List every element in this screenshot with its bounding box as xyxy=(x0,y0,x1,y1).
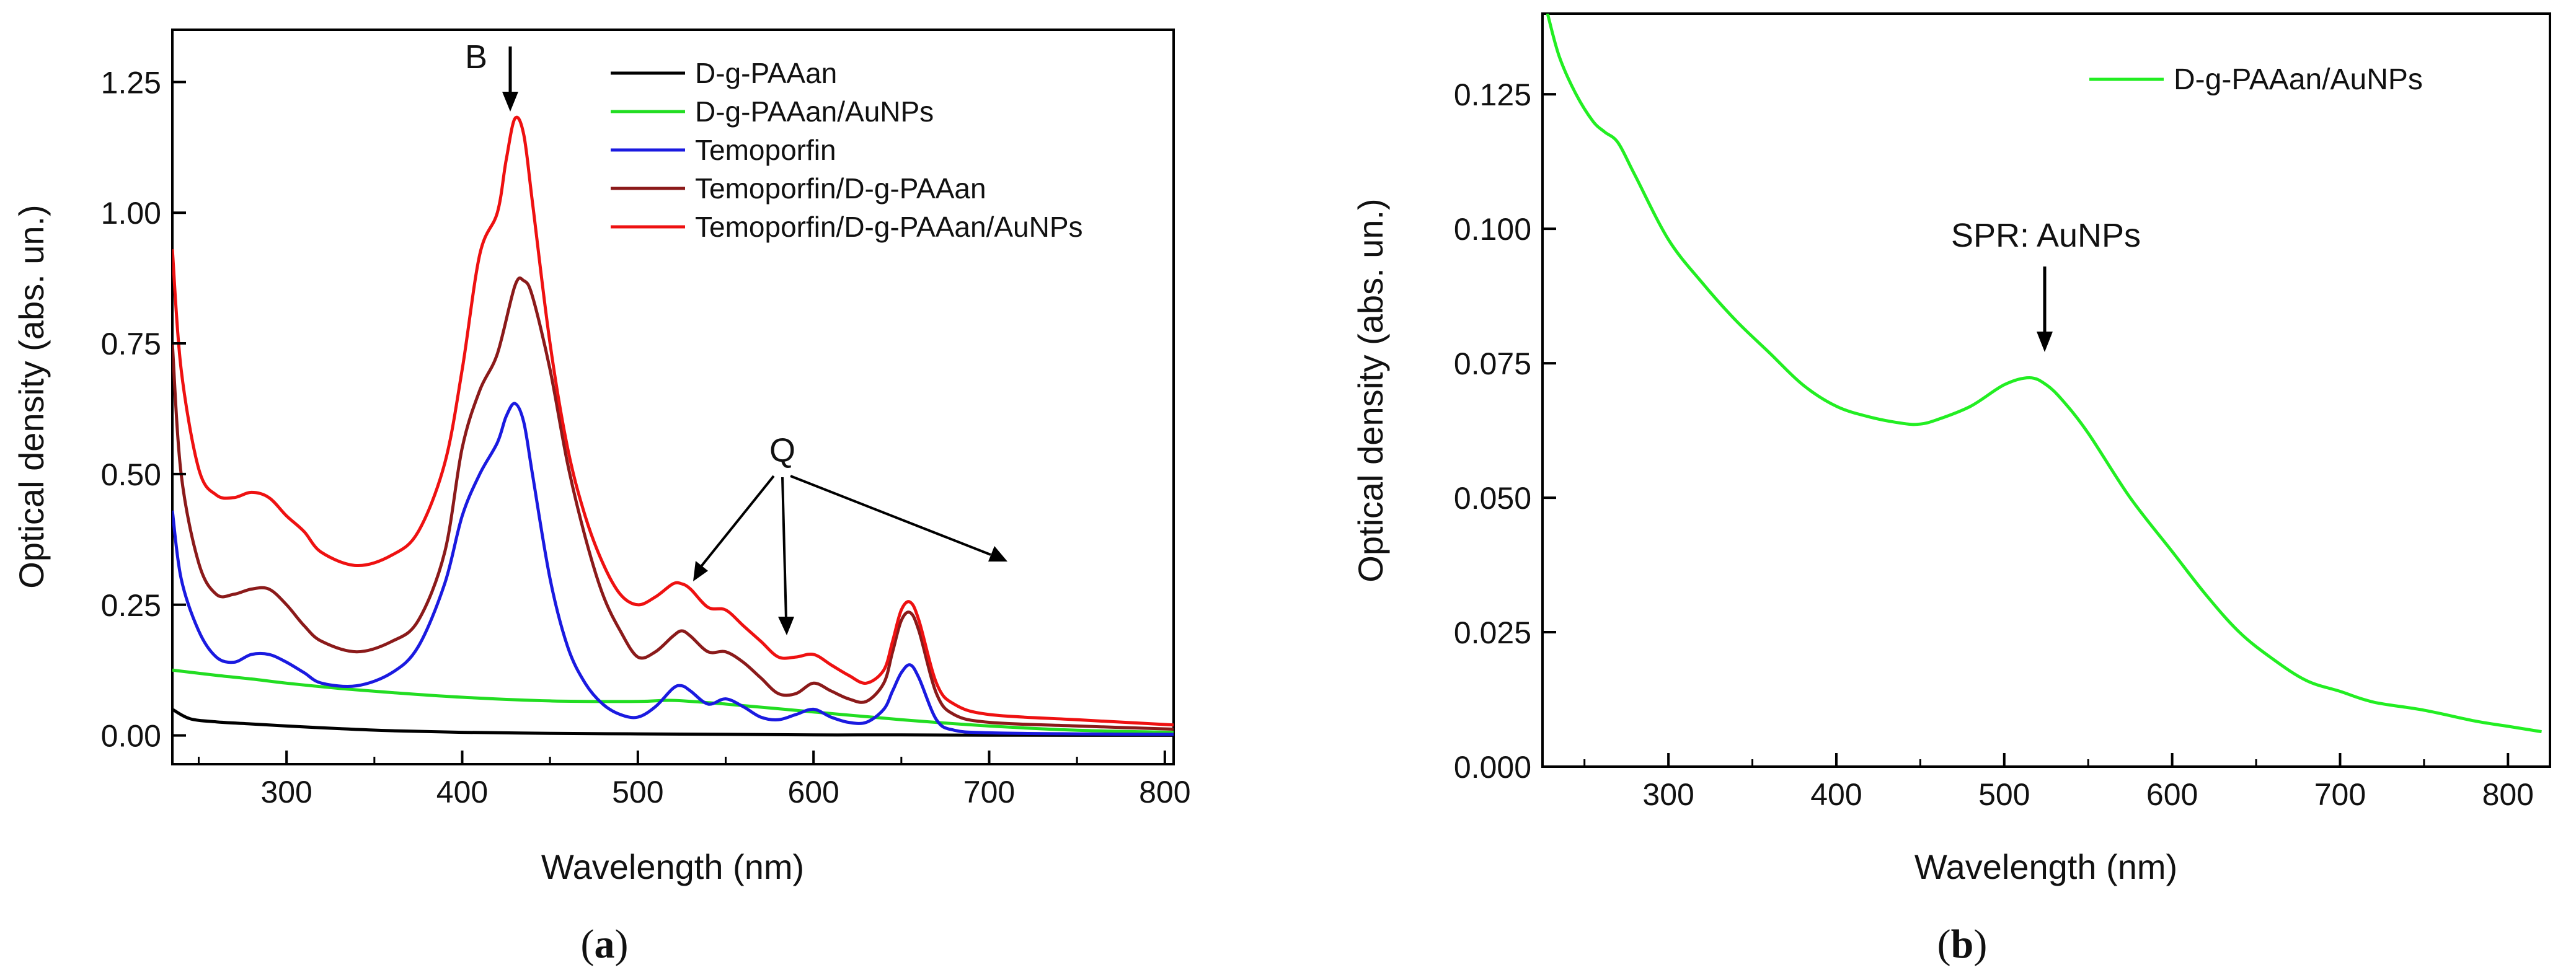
x-axis-label: Wavelength (nm) xyxy=(1914,847,2177,886)
annotation-b-label: B xyxy=(465,38,487,76)
annotation-spr: SPR: AuNPs xyxy=(1951,217,2141,352)
annotation-spr-label: SPR: AuNPs xyxy=(1951,217,2141,254)
legend-entry: Temoporfin/D-g-PAAan/AuNPs xyxy=(695,211,1083,243)
y-axis-label: Optical density (abs. un.) xyxy=(1351,198,1390,582)
annotation-q-arrow-1 xyxy=(699,475,775,568)
y-tick-label: 0.075 xyxy=(1454,346,1531,381)
y-tick-label: 1.25 xyxy=(101,65,161,100)
series-group xyxy=(172,115,1174,737)
x-axis-label: Wavelength (nm) xyxy=(541,847,804,886)
annotation-q-arrowhead-3 xyxy=(988,546,1007,562)
panel-label-b-letter: b xyxy=(1951,922,1974,967)
series-group xyxy=(1546,14,2542,734)
series-line-2 xyxy=(172,668,1174,734)
x-tick-label: 600 xyxy=(787,775,839,809)
y-tick-label: 0.100 xyxy=(1454,212,1531,247)
legend: D-g-PAAan D-g-PAAan/AuNPs Temoporfin Temopo… xyxy=(611,57,1083,243)
panel-b: 300 400 500 600 700 800 0.000 0.025 0.050 0.075 0.… xyxy=(1351,12,2551,967)
x-tick-label: 800 xyxy=(2482,777,2534,812)
annotation-b-peak: B xyxy=(465,38,518,112)
annotation-b-arrowhead xyxy=(502,92,518,112)
annotation-q-arrowhead-1 xyxy=(693,561,708,581)
series-line-3 xyxy=(172,402,1174,736)
panel-a: 300 400 500 600 700 800 0.00 0.25 0.50 0.75 1.00 1.… xyxy=(12,29,1191,967)
axes-group xyxy=(172,81,1166,764)
series-line-4 xyxy=(172,276,1174,731)
panel-label-a: (a) xyxy=(581,922,629,967)
tick-labels: 300 400 500 600 700 800 0.000 0.025 0.050 0.075 0.… xyxy=(1454,77,2534,812)
x-tick-label: 400 xyxy=(1810,777,1862,812)
y-tick-label: 0.025 xyxy=(1454,615,1531,650)
annotation-q-arrowhead-2 xyxy=(778,617,794,635)
x-tick-label: 600 xyxy=(2146,777,2198,812)
legend-entry: Temoporfin/D-g-PAAan xyxy=(695,172,986,205)
x-tick-label: 300 xyxy=(1642,777,1694,812)
legend-entry: Temoporfin xyxy=(695,134,836,166)
y-tick-label: 0.75 xyxy=(101,327,161,361)
x-tick-label: 500 xyxy=(1978,777,2030,812)
legend-entry: D-g-PAAan/AuNPs xyxy=(2174,63,2423,96)
y-tick-label: 1.00 xyxy=(101,196,161,231)
y-tick-label: 0.50 xyxy=(101,457,161,492)
annotation-q-label: Q xyxy=(769,432,795,469)
plot-area-frame xyxy=(1541,12,2551,768)
panel-label-b: (b) xyxy=(1937,922,1988,967)
legend: D-g-PAAan/AuNPs xyxy=(2089,63,2423,96)
panel-label-a-letter: a xyxy=(595,922,615,967)
series-line-1 xyxy=(1546,14,2542,734)
axes-group xyxy=(1543,93,2510,768)
x-tick-label: 700 xyxy=(963,775,1015,809)
annotation-spr-arrowhead xyxy=(2037,332,2053,352)
x-tick-label: 700 xyxy=(2314,777,2366,812)
y-tick-label: 0.00 xyxy=(101,719,161,754)
series-line-5 xyxy=(172,115,1174,727)
series-line-1 xyxy=(172,708,1174,737)
y-axis-label: Optical density (abs. un.) xyxy=(12,205,51,588)
annotation-q-arrow-2 xyxy=(781,477,787,620)
tick-labels: 300 400 500 600 700 800 0.00 0.25 0.50 0.75 1.00 1.… xyxy=(101,65,1191,809)
x-tick-label: 800 xyxy=(1139,775,1190,809)
y-tick-label: 0.000 xyxy=(1454,750,1531,785)
y-tick-label: 0.050 xyxy=(1454,481,1531,516)
x-tick-label: 300 xyxy=(260,775,312,809)
legend-entry: D-g-PAAan xyxy=(695,57,837,89)
annotation-q-bands: Q xyxy=(693,432,1007,635)
annotation-q-arrow-3 xyxy=(790,475,991,556)
plot-area-frame xyxy=(171,29,1175,765)
x-tick-label: 400 xyxy=(436,775,488,809)
y-tick-label: 0.125 xyxy=(1454,77,1531,112)
legend-entry: D-g-PAAan/AuNPs xyxy=(695,95,934,128)
y-tick-label: 0.25 xyxy=(101,588,161,623)
x-tick-label: 500 xyxy=(612,775,663,809)
